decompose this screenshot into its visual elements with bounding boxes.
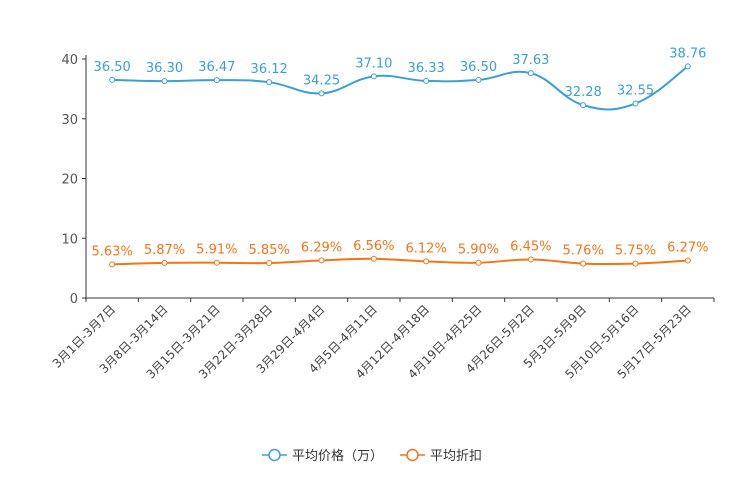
data-point [109, 261, 116, 268]
data-label: 5.87% [144, 243, 185, 258]
legend-label: 平均折扣 [430, 449, 482, 464]
legend-marker-icon [406, 448, 419, 462]
data-label: 36.33 [408, 61, 445, 76]
data-point [213, 77, 220, 84]
data-label: 36.12 [251, 62, 288, 77]
data-label: 37.10 [355, 56, 392, 71]
data-point [161, 259, 168, 266]
data-label: 6.29% [301, 240, 342, 255]
data-label: 5.85% [249, 243, 290, 258]
series-line-1 [112, 257, 688, 266]
data-point [213, 259, 220, 266]
data-label: 37.63 [512, 53, 549, 68]
data-label: 5.63% [92, 244, 133, 259]
y-tick-label: 20 [61, 173, 78, 188]
y-tick-label: 10 [61, 232, 78, 247]
y-tick-label: 0 [70, 292, 78, 307]
data-point [423, 258, 430, 265]
data-label: 36.30 [146, 61, 183, 76]
data-point [527, 256, 534, 263]
data-label: 6.27% [667, 241, 708, 256]
data-point [318, 257, 325, 264]
data-label: 5.75% [615, 244, 656, 259]
data-point [475, 259, 482, 266]
data-label: 36.50 [94, 60, 131, 75]
data-label: 36.47 [198, 60, 235, 75]
data-point [266, 79, 273, 86]
data-point [266, 260, 273, 267]
data-label: 6.45% [510, 239, 551, 254]
data-point [370, 73, 377, 80]
data-label: 34.25 [303, 73, 340, 88]
data-label: 6.56% [353, 239, 394, 254]
data-label: 5.90% [458, 243, 499, 258]
data-label: 5.76% [563, 244, 604, 259]
data-point [161, 78, 168, 85]
data-label: 38.76 [669, 46, 706, 61]
data-point [632, 100, 639, 107]
data-point [527, 70, 534, 77]
y-tick-label: 30 [61, 113, 78, 128]
data-label: 32.55 [617, 84, 654, 99]
data-point [109, 76, 116, 83]
data-label: 32.28 [565, 85, 602, 100]
data-point [475, 76, 482, 83]
data-label: 5.91% [196, 243, 237, 258]
data-point [423, 77, 430, 84]
data-point [632, 260, 639, 267]
legend-label: 平均价格（万） [292, 448, 383, 464]
data-point [318, 90, 325, 97]
data-point [684, 63, 691, 70]
data-point [580, 102, 587, 109]
data-point [580, 260, 587, 267]
data-point [684, 257, 691, 264]
data-label: 36.50 [460, 60, 497, 75]
legend-marker-icon [268, 448, 281, 462]
data-point [370, 255, 377, 262]
data-label: 6.12% [406, 241, 447, 256]
y-tick-label: 40 [61, 53, 78, 68]
